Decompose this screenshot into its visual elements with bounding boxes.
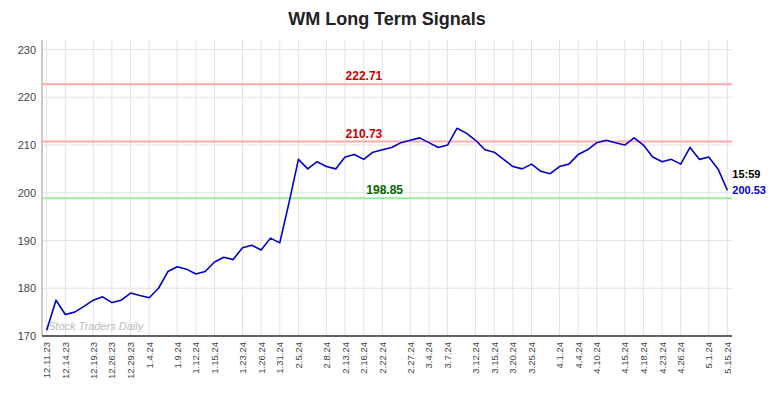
y-grid-line (42, 97, 732, 98)
price-line (47, 128, 728, 330)
x-tick-label: 5.15.24 (722, 342, 733, 374)
x-tick-label: 1.12.24 (190, 342, 201, 374)
y-grid-line (42, 336, 732, 337)
reference-label: 222.71 (346, 69, 383, 83)
x-tick-label: 12.19.23 (88, 342, 99, 379)
y-tick-label: 220 (18, 91, 36, 103)
x-tick-label: 2.5.24 (293, 342, 304, 368)
x-tick-label: 1.26.24 (256, 342, 267, 374)
y-grid-line (42, 145, 732, 146)
x-tick-label: 4.4.24 (573, 342, 584, 368)
x-tick-label: 4.23.24 (657, 342, 668, 374)
end-value-label: 200.53 (732, 184, 766, 196)
x-tick-label: 4.26.24 (675, 342, 686, 374)
y-tick-label: 200 (18, 187, 36, 199)
x-tick-label: 1.9.24 (172, 342, 183, 368)
reference-line (42, 83, 732, 85)
x-tick-label: 3.15.24 (489, 342, 500, 374)
y-grid-line (42, 288, 732, 289)
x-tick-label: 3.20.24 (507, 342, 518, 374)
x-tick-label: 2.16.24 (358, 342, 369, 374)
grid (42, 40, 732, 336)
x-tick-label: 12.11.23 (41, 342, 52, 378)
watermark: Stock Traders Daily (48, 320, 145, 332)
x-tick-label: 1.15.24 (209, 342, 220, 374)
x-tick-label: 3.4.24 (423, 342, 434, 368)
y-tick-label: 210 (18, 139, 36, 151)
x-tick-label: 4.10.24 (591, 342, 602, 374)
end-time-label: 15:59 (732, 168, 760, 180)
x-tick-label: 4.15.24 (619, 342, 630, 374)
y-tick-label: 170 (18, 330, 36, 342)
chart: WM Long Term Signals 170 180 190 200 210 220 23… (0, 0, 784, 398)
x-tick-label: 2.27.24 (405, 342, 416, 374)
x-tick-label: 4.1.24 (554, 342, 565, 368)
y-tick-label: 190 (18, 235, 36, 247)
y-grid-line (42, 49, 732, 50)
x-tick-label: 3.25.24 (526, 342, 537, 374)
plot-area (42, 84, 732, 330)
x-tick-label: 2.22.24 (377, 342, 388, 374)
x-tick-label: 2.8.24 (321, 342, 332, 368)
x-tick-label: 2.13.24 (340, 342, 351, 374)
x-tick-label: 5.1.24 (703, 342, 714, 368)
x-tick-label: 3.7.24 (442, 342, 453, 368)
x-tick-label: 12.29.23 (125, 342, 136, 379)
title: WM Long Term Signals (288, 9, 486, 29)
x-tick-label: 12.26.23 (106, 342, 117, 379)
x-tick-label: 12.14.23 (60, 342, 71, 379)
y-tick-label: 180 (18, 282, 36, 294)
reference-label: 198.85 (366, 183, 403, 197)
y-tick-label: 230 (18, 44, 36, 56)
x-axis-line (42, 335, 732, 337)
x-tick-label: 3.12.24 (470, 342, 481, 374)
x-tick-label: 1.31.24 (274, 342, 285, 374)
y-grid-line (42, 240, 732, 241)
x-tick-label: 1.23.24 (237, 342, 248, 374)
x-tick-label: 4.18.24 (638, 342, 649, 374)
reference-line (42, 197, 732, 199)
x-tick-label: 1.4.24 (144, 342, 155, 368)
reference-label: 210.73 (346, 127, 383, 141)
